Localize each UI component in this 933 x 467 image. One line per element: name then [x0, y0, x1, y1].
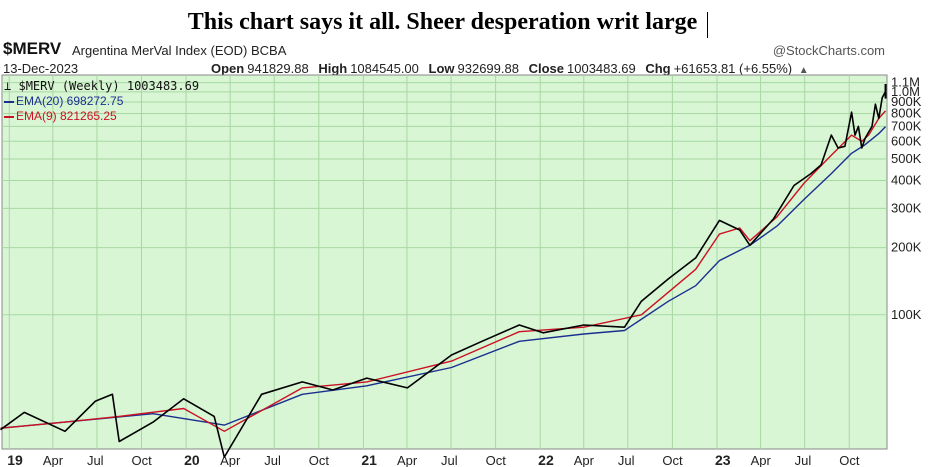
- chg-label: Chg: [645, 61, 671, 76]
- ohlc-readout: Open 941829.88 High 1084545.00 Low 932699.8…: [205, 61, 809, 76]
- low-label: Low: [428, 61, 455, 76]
- quote-date: 13-Dec-2023: [3, 61, 79, 76]
- y-tick-label: 200K: [891, 240, 922, 255]
- x-tick-label: Apr: [574, 453, 595, 467]
- x-tick-label: Jul: [618, 453, 635, 467]
- x-tick-label: 22: [538, 452, 554, 467]
- x-tick-label: 20: [184, 452, 200, 467]
- high-label: High: [318, 61, 348, 76]
- y-tick-label: 700K: [891, 118, 922, 133]
- symbol-description: Argentina MerVal Index (EOD) BCBA: [72, 43, 286, 58]
- legend-price-text: $MERV (Weekly) 1003483.69: [18, 79, 200, 93]
- text-cursor: [707, 12, 708, 38]
- y-tick-label: 900K: [891, 94, 922, 109]
- open-label: Open: [211, 61, 245, 76]
- y-tick-label: 800K: [891, 105, 922, 120]
- x-tick-label: Jul: [441, 453, 458, 467]
- x-tick-label: 21: [361, 452, 377, 467]
- symbol-label: $MERV: [3, 39, 62, 58]
- y-tick-label: 100K: [891, 307, 922, 322]
- x-tick-label: 19: [7, 452, 23, 467]
- price-series-line: [0, 91, 887, 458]
- open-value: 941829.88: [247, 61, 309, 76]
- close-label: Close: [528, 61, 564, 76]
- up-arrow-icon: ▲: [798, 65, 809, 76]
- x-tick-label: Apr: [397, 453, 418, 467]
- x-tick-label: Apr: [43, 453, 64, 467]
- ema9-swatch: [4, 115, 14, 118]
- plot-area: [1, 74, 888, 450]
- legend-ema20: EMA(20) 698272.75: [4, 94, 199, 109]
- x-tick-label: Jul: [87, 453, 104, 467]
- x-tick-label: Oct: [662, 453, 683, 467]
- x-tick-label: Jul: [264, 453, 281, 467]
- x-tick-label: Oct: [839, 453, 860, 467]
- ema9-series-line: [0, 110, 887, 432]
- exchange-label: BCBA: [250, 43, 287, 58]
- ema20-swatch: [4, 100, 14, 103]
- low-value: 932699.88: [457, 61, 519, 76]
- candlestick-icon: ⊥: [4, 79, 12, 93]
- chg-value: +61653.81 (+6.55%): [673, 61, 793, 76]
- y-tick-label: 300K: [891, 200, 922, 215]
- x-tick-label: Oct: [132, 453, 153, 467]
- legend-price: ⊥ $MERV (Weekly) 1003483.69: [4, 79, 199, 94]
- index-name: Argentina MerVal Index (EOD): [72, 43, 248, 58]
- legend-ema20-text: EMA(20) 698272.75: [16, 94, 124, 108]
- x-tick-label: 23: [715, 452, 731, 467]
- y-tick-label: 600K: [891, 133, 922, 148]
- legend-ema9: EMA(9) 821265.25: [4, 109, 199, 124]
- legend-ema9-text: EMA(9) 821265.25: [16, 109, 117, 123]
- chart-legend: ⊥ $MERV (Weekly) 1003483.69 EMA(20) 6982…: [4, 79, 199, 124]
- y-tick-label: 400K: [891, 173, 922, 188]
- y-tick-label: 1.0M: [891, 84, 920, 99]
- close-value: 1003483.69: [567, 61, 636, 76]
- stockcharts-credit: @StockCharts.com: [772, 43, 885, 58]
- x-tick-label: Jul: [795, 453, 812, 467]
- high-value: 1084545.00: [350, 61, 419, 76]
- x-tick-label: Oct: [309, 453, 330, 467]
- chart-headline: This chart says it all. Sheer desperatio…: [187, 9, 698, 35]
- y-tick-label: 500K: [891, 151, 922, 166]
- x-tick-label: Apr: [751, 453, 772, 467]
- x-tick-label: Oct: [486, 453, 507, 467]
- y-tick-label: 1.1M: [891, 75, 920, 90]
